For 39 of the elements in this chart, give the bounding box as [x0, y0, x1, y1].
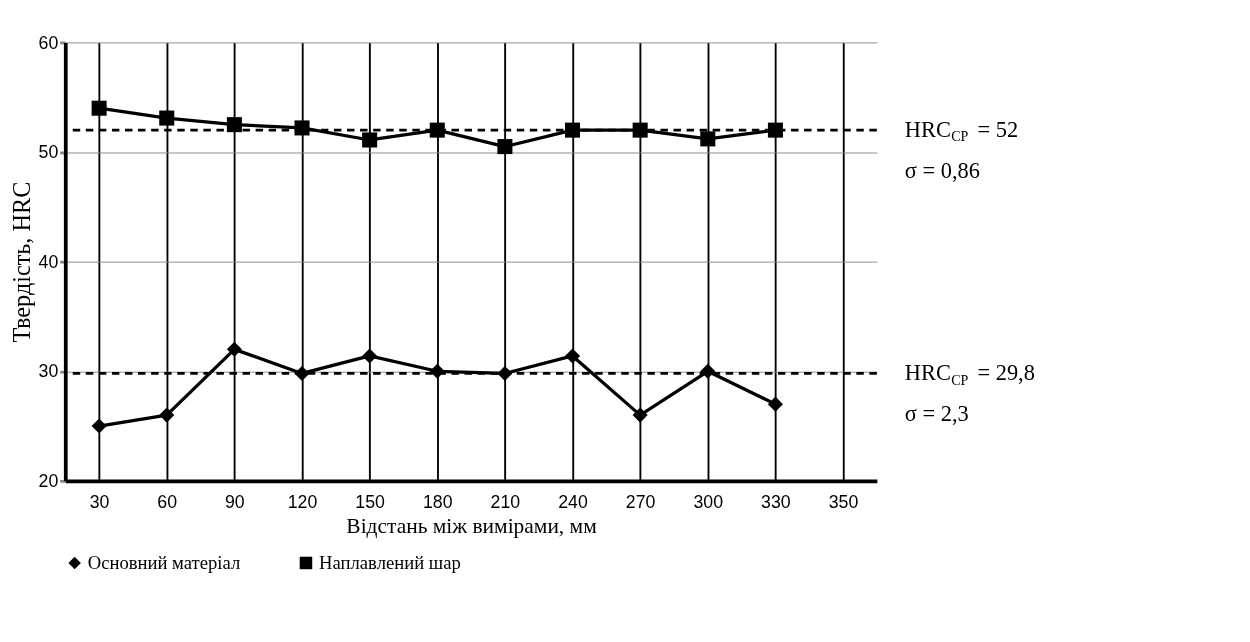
y-tick-label: 50	[38, 142, 59, 163]
text: σ = 2,3	[904, 401, 969, 427]
x-tick-label: 30	[89, 492, 110, 513]
point	[294, 120, 310, 136]
point	[159, 110, 175, 126]
point	[429, 363, 445, 379]
x-tick-label: 300	[693, 492, 724, 513]
x-tick-label: 60	[157, 492, 178, 513]
y-tick-label: 60	[38, 32, 59, 53]
y-tick-label: 40	[38, 251, 59, 272]
x-tick-label: 120	[287, 492, 318, 513]
x-tick-label: 210	[490, 492, 521, 513]
point	[565, 122, 581, 138]
x-tick-label: 90	[224, 492, 245, 513]
point	[700, 131, 716, 147]
x-tick-label: 330	[761, 492, 791, 513]
legend-label: Наплавлений шар	[319, 551, 461, 573]
x-tick-label: 180	[422, 492, 453, 513]
x-tick-label: 150	[355, 492, 386, 513]
y-tick-label: 30	[38, 361, 59, 382]
point	[362, 348, 378, 364]
point	[91, 418, 107, 434]
point	[362, 132, 378, 148]
y-axis-title: Твердість, HRC	[8, 181, 36, 343]
point	[700, 363, 716, 379]
x-tick-label: 270	[625, 492, 656, 513]
point	[159, 407, 175, 423]
point	[91, 100, 107, 116]
x-axis-title: Відстань між вимірами, мм	[346, 513, 598, 538]
point	[497, 139, 513, 155]
point	[767, 396, 783, 412]
point	[565, 348, 581, 364]
x-tick-label: 240	[558, 492, 588, 513]
y-tick-label: 20	[38, 470, 59, 491]
text: σ = 0,86	[904, 157, 980, 183]
point	[226, 341, 242, 357]
x-tick-label: 350	[828, 492, 859, 513]
legend-label: Основний матеріал	[87, 551, 241, 573]
point	[632, 407, 648, 423]
